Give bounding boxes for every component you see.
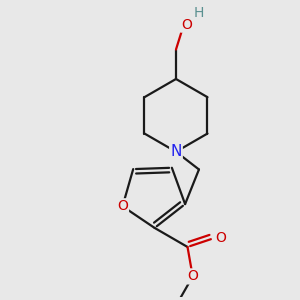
- Text: H: H: [193, 6, 204, 20]
- Text: O: O: [215, 231, 226, 245]
- Text: O: O: [117, 199, 128, 213]
- Text: O: O: [187, 269, 198, 284]
- Text: N: N: [170, 144, 182, 159]
- Text: O: O: [181, 18, 192, 32]
